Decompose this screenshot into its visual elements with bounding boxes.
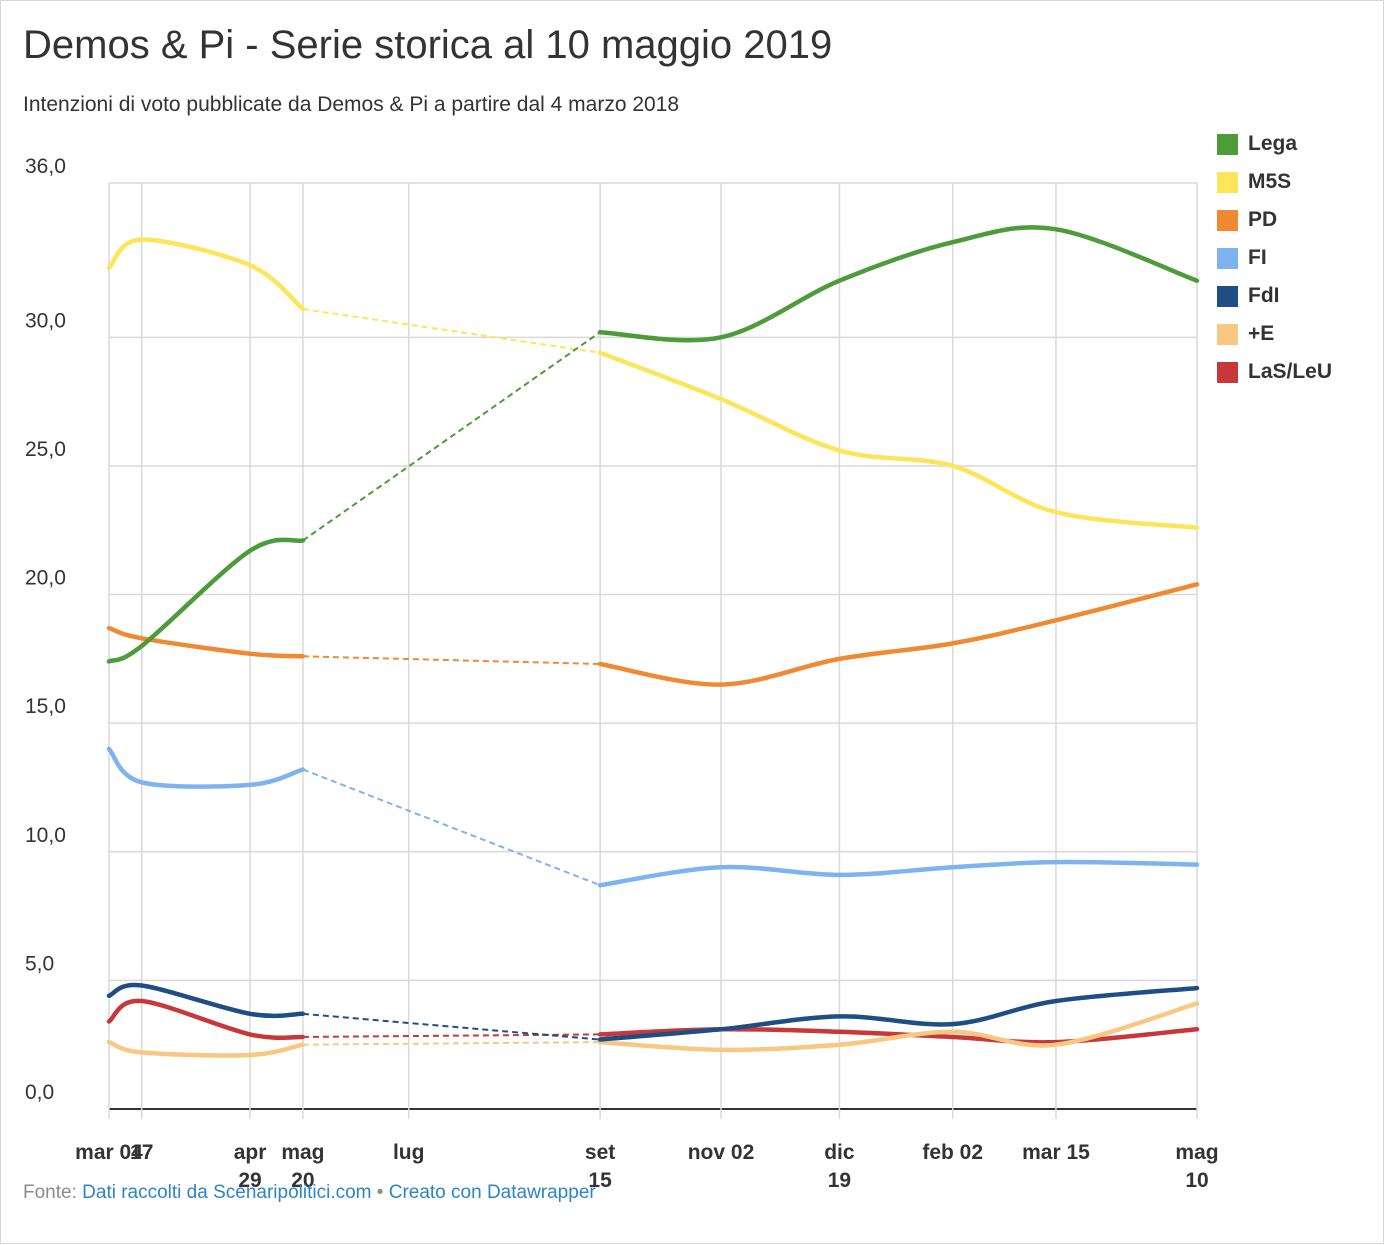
x-tick-label: mar 04: [75, 1141, 143, 1164]
legend-item: FI: [1217, 239, 1332, 277]
vertical-gridlines: [108, 183, 1198, 1119]
legend-item: FdI: [1217, 277, 1332, 315]
source-prefix: Fonte:: [23, 1182, 83, 1203]
legend-swatch: [1217, 361, 1238, 383]
y-tick-label: 25,0: [25, 438, 66, 461]
legend-item: PD: [1217, 201, 1332, 239]
legend-label: +E: [1248, 322, 1275, 345]
legend-item: M5S: [1217, 163, 1332, 201]
legend-item: Lega: [1217, 125, 1332, 163]
legend-label: FdI: [1248, 284, 1280, 307]
y-tick-label: 10,0: [25, 824, 66, 847]
legend-swatch: [1217, 133, 1238, 155]
datawrapper-credit-link[interactable]: Creato con Datawrapper: [388, 1182, 596, 1203]
series-gap-fi: [302, 768, 601, 887]
series-line-e-2018-early: [106, 1039, 306, 1058]
legend-label: FI: [1248, 246, 1267, 269]
y-tick-label: 20,0: [25, 567, 66, 590]
series-line-fdi-late: [597, 985, 1200, 1042]
series-gap-m5s: [302, 308, 601, 354]
x-tick-label: feb 02: [922, 1141, 983, 1164]
source-separator: •: [371, 1182, 389, 1203]
series-line-m5s-2018-early: [106, 237, 306, 312]
series-gap-pd: [302, 655, 601, 666]
x-tick-label: 17: [130, 1141, 153, 1164]
x-tick-label: nov 02: [688, 1141, 755, 1164]
chart-subtitle: Intenzioni di voto pubblicate da Demos &…: [23, 93, 680, 116]
x-tick-label: dic 19: [824, 1141, 855, 1192]
legend-item: +E: [1217, 315, 1332, 353]
legend-label: LaS/LeU: [1248, 360, 1333, 383]
legend-label: M5S: [1248, 170, 1292, 193]
legend-label: Lega: [1248, 132, 1298, 155]
series-gap-e: [302, 1041, 601, 1046]
source-line: Fonte: Dati raccolti da Scenaripolitici.…: [23, 1182, 596, 1204]
legend: Lega M5S PD FI FdI +E LaS/LeU: [1217, 125, 1332, 391]
legend-swatch: [1217, 209, 1238, 231]
series-line-pd-late: [597, 582, 1200, 687]
x-tick-label: mag 10: [1175, 1141, 1218, 1192]
x-tick-label: set 15: [585, 1141, 615, 1192]
x-tick-label: mag 20: [281, 1141, 324, 1192]
y-tick-label: 5,0: [25, 952, 54, 975]
legend-swatch: [1217, 247, 1238, 269]
x-tick-label: apr 29: [234, 1141, 267, 1192]
series-line-lega-late: [597, 225, 1200, 343]
legend-item: LaS/LeU: [1217, 353, 1332, 391]
y-tick-label: 30,0: [25, 309, 66, 332]
source-link[interactable]: Dati raccolti da Scenaripolitici.com: [82, 1182, 372, 1203]
legend-swatch: [1217, 171, 1238, 193]
series-line-lega-2018-early: [106, 537, 306, 664]
y-tick-label: 15,0: [25, 695, 66, 718]
legend-label: PD: [1248, 208, 1278, 231]
horizontal-gridlines: [109, 182, 1197, 1110]
y-tick-label: 0,0: [25, 1081, 54, 1104]
y-tick-label: 36,0: [25, 155, 66, 178]
series-line-pd-2018-early: [106, 625, 306, 659]
y-axis-tick-labels: 0,0 5,0 10,0 15,0 20,0 25,0 30,0 36,0: [25, 155, 66, 1104]
series-line-e-late: [597, 1001, 1200, 1053]
series-gap-lega: [302, 331, 601, 542]
legend-swatch: [1217, 285, 1238, 307]
series-lines: [106, 225, 1200, 1058]
series-line-fdi-2018-early: [106, 982, 306, 1019]
series-line-fi-late: [597, 859, 1200, 888]
chart-title: Demos & Pi - Serie storica al 10 maggio …: [23, 23, 833, 67]
legend-swatch: [1217, 323, 1238, 345]
x-tick-label: mar 15: [1022, 1141, 1090, 1164]
x-tick-label: lug: [393, 1141, 425, 1164]
series-line-m5s-late: [597, 350, 1200, 530]
series-line-fi-2018-early: [106, 746, 306, 789]
series-line-las-leu-2018-early: [106, 998, 306, 1041]
